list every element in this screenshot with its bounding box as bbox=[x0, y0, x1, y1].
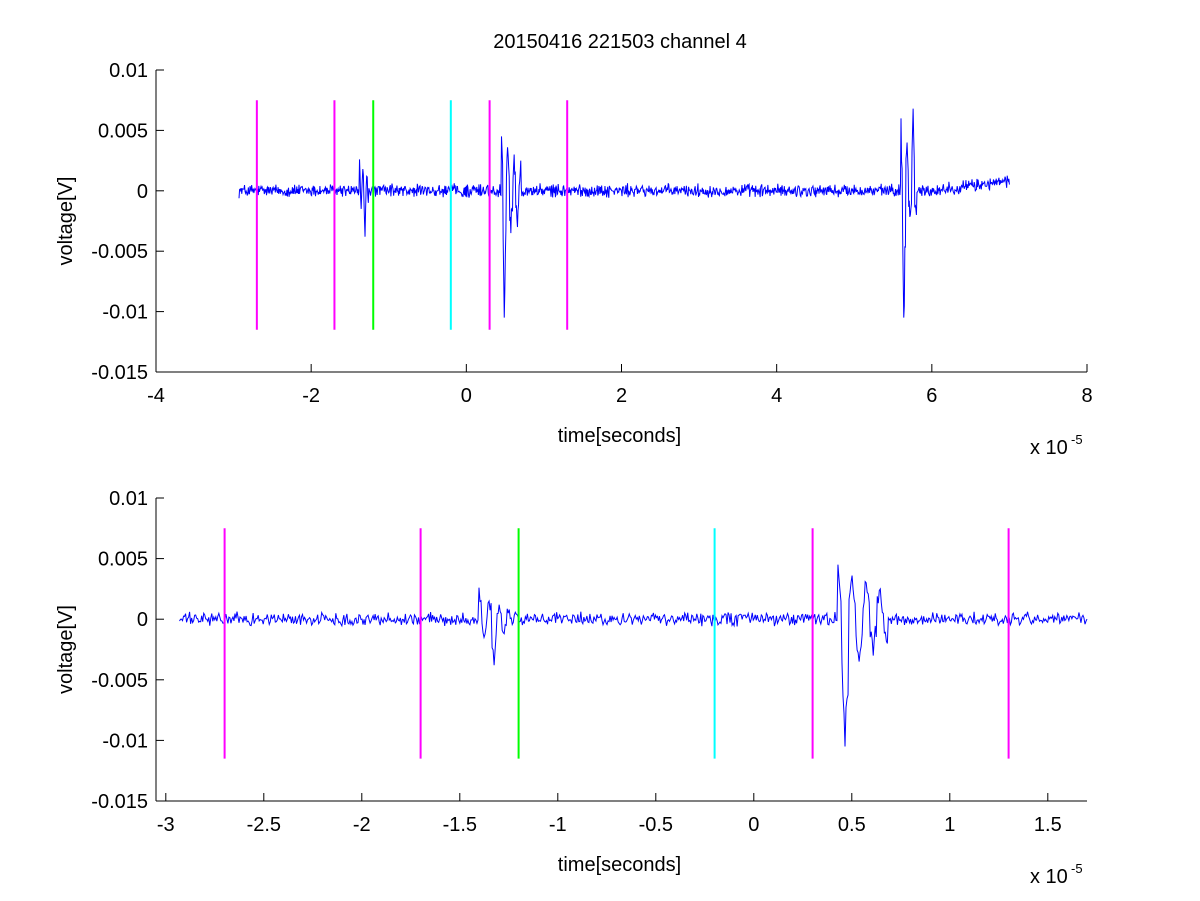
y-tick-label: 0 bbox=[137, 609, 148, 631]
x-axis-label: time[seconds] bbox=[558, 854, 681, 876]
x-axis-label: time[seconds] bbox=[558, 425, 681, 447]
x-tick-label: -1.5 bbox=[443, 814, 477, 836]
y-tick-label: 0.01 bbox=[109, 60, 148, 82]
x-tick-label: 0 bbox=[748, 814, 759, 836]
x-tick-label: 1.5 bbox=[1034, 814, 1062, 836]
x-tick-label: -2 bbox=[353, 814, 371, 836]
y-tick-label: 0.01 bbox=[109, 488, 148, 510]
x-tick-label: -1 bbox=[549, 814, 567, 836]
x-exponent-power: -5 bbox=[1071, 432, 1083, 447]
y-tick-label: -0.005 bbox=[91, 241, 148, 263]
x-tick-label: -3 bbox=[157, 814, 175, 836]
x-tick-label: 1 bbox=[944, 814, 955, 836]
x-tick-label: -2.5 bbox=[247, 814, 281, 836]
y-tick-label: -0.015 bbox=[91, 362, 148, 384]
x-exponent-power: -5 bbox=[1071, 861, 1083, 876]
x-exponent-base: x 10 bbox=[1030, 866, 1068, 888]
x-exponent-base: x 10 bbox=[1030, 437, 1068, 459]
y-axis-label: voltage[V] bbox=[55, 177, 77, 266]
y-tick-label: 0.005 bbox=[98, 120, 148, 142]
x-tick-label: -0.5 bbox=[639, 814, 673, 836]
x-tick-label: 0 bbox=[461, 385, 472, 407]
y-axis-label: voltage[V] bbox=[55, 605, 77, 694]
chart-title: 20150416 221503 channel 4 bbox=[493, 31, 747, 53]
x-tick-label: -4 bbox=[147, 385, 165, 407]
x-tick-label: 0.5 bbox=[838, 814, 866, 836]
x-tick-label: 2 bbox=[616, 385, 627, 407]
y-tick-label: -0.01 bbox=[102, 730, 148, 752]
x-tick-label: 6 bbox=[926, 385, 937, 407]
bottom-plot: -0.015 -0.01 -0.005 0 0.005 0.01 -3 -2.5 -2 -1.5 -… bbox=[55, 488, 1088, 888]
signal-trace-line bbox=[179, 564, 1088, 747]
x-tick-label: 8 bbox=[1081, 385, 1092, 407]
y-tick-label: -0.015 bbox=[91, 791, 148, 813]
y-tick-label: 0 bbox=[137, 181, 148, 203]
x-tick-label: -2 bbox=[302, 385, 320, 407]
signal-trace-line bbox=[238, 108, 1010, 318]
x-tick-label: 4 bbox=[771, 385, 782, 407]
top-plot: -0.015 -0.01 -0.005 0 0.005 0.01 -4 -2 0 2 4 6 8 time… bbox=[55, 60, 1093, 459]
y-tick-label: -0.005 bbox=[91, 670, 148, 692]
y-tick-label: -0.01 bbox=[102, 302, 148, 324]
y-tick-label: 0.005 bbox=[98, 549, 148, 571]
